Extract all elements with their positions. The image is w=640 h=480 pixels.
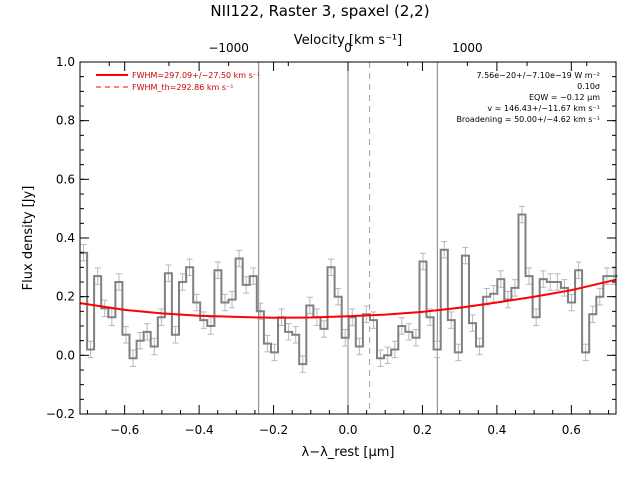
legend: FWHM=297.09+/−27.50 km s⁻¹ FWHM_th=292.8… [96, 71, 260, 92]
x-tick-label: 0.2 [413, 423, 432, 437]
y-tick-label: 0.2 [56, 290, 75, 304]
spectrum-step-line [80, 213, 618, 366]
chart-title: NII122, Raster 3, spaxel (2,2) [210, 2, 429, 20]
x-tick-label: −0.4 [185, 423, 214, 437]
y-tick-label: 0.0 [56, 348, 75, 362]
legend-label-fwhm: FWHM=297.09+/−27.50 km s⁻¹ [132, 71, 260, 80]
x-tick-label: 0.0 [338, 423, 357, 437]
top-x-tick-label: 1000 [452, 41, 483, 55]
annotation-eqw: EQW = −0.12 μm [529, 93, 600, 102]
x-axis-label: λ−λ_rest [μm] [302, 445, 395, 460]
y-tick-label: −0.2 [46, 407, 75, 421]
y-tick-label: 1.0 [56, 55, 75, 69]
fit-annotations: 7.56e−20+/−7.10e−19 W m⁻² 0.10σ EQW = −0… [456, 71, 600, 124]
series-layer [79, 205, 618, 373]
top-x-tick-label: 0 [344, 41, 352, 55]
x-tick-label: −0.2 [259, 423, 288, 437]
annotation-broadening: Broadening = 50.00+/−4.62 km s⁻¹ [456, 115, 600, 124]
y-tick-label: 0.6 [56, 172, 75, 186]
x-tick-label: 0.6 [562, 423, 581, 437]
axis-ticks: −0.6 −0.4 −0.2 0.0 0.2 0.4 0.6 −0.2 0.0 0.2 0.4 0.6… [46, 41, 616, 437]
y-tick-label: 0.4 [56, 231, 75, 245]
annotation-velocity: v = 146.43+/−11.67 km s⁻¹ [487, 104, 600, 113]
x-tick-label: 0.4 [487, 423, 506, 437]
top-x-tick-label: −1000 [208, 41, 249, 55]
y-tick-label: 0.8 [56, 114, 75, 128]
annotation-sigma: 0.10σ [577, 82, 600, 91]
annotation-flux: 7.56e−20+/−7.10e−19 W m⁻² [476, 71, 600, 80]
x-tick-label: −0.6 [110, 423, 139, 437]
legend-label-fwhm-th: FWHM_th=292.86 km s⁻¹ [132, 83, 233, 92]
reference-lines [258, 62, 438, 414]
y-axis-label: Flux density [Jy] [21, 186, 36, 291]
top-x-axis-label: Velocity [km s⁻¹] [294, 33, 402, 48]
gaussian-fit-line [79, 278, 617, 319]
